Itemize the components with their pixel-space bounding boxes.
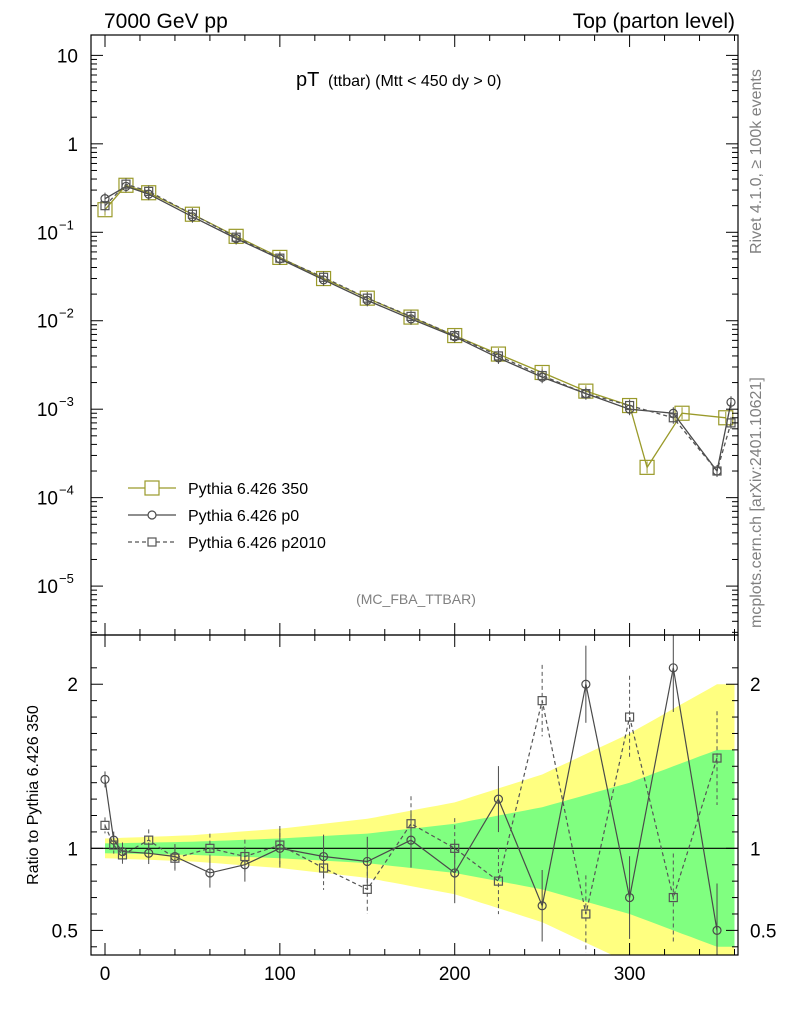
data-point	[712, 466, 722, 476]
ratio-point	[318, 863, 329, 873]
legend-marker	[147, 510, 157, 520]
data-point	[581, 389, 591, 399]
data-point	[726, 397, 736, 407]
y-tick-label: 10	[37, 577, 58, 598]
ratio-y-tick-label-right: 1	[750, 839, 761, 860]
legend-label: Pythia 6.426 350	[188, 481, 308, 498]
data-point	[362, 293, 372, 303]
ratio-point	[450, 843, 460, 853]
legend-item-2: Pythia 6.426 p2010	[128, 535, 326, 552]
y-tick-label: 10	[37, 312, 58, 333]
data-point	[668, 413, 678, 423]
legend-item-1: Pythia 6.426 p0	[128, 508, 299, 525]
data-point	[144, 186, 154, 196]
ratio-y-tick-label: 1	[67, 839, 78, 860]
data-point	[406, 311, 416, 321]
data-point	[537, 370, 547, 381]
main-series-group	[97, 177, 736, 478]
x-tick-label: 100	[264, 964, 296, 985]
legend: Pythia 6.426 350 Pythia 6.426 p0 Pythia 6.…	[128, 480, 326, 552]
ratio-point	[712, 925, 722, 935]
ratio-point	[624, 712, 635, 722]
series-2	[100, 178, 736, 478]
x-tick-label: 0	[100, 964, 111, 985]
ratio-point	[100, 774, 110, 785]
ratio-series-1	[100, 664, 722, 953]
ratio-point	[109, 840, 119, 850]
y-tick-exponent: −5	[59, 571, 74, 586]
ratio-point	[537, 901, 547, 911]
data-point	[624, 400, 635, 411]
plot-title-main: pT	[296, 69, 319, 91]
ratio-point	[100, 820, 110, 830]
ratio-point	[712, 753, 722, 763]
data-point	[231, 232, 241, 242]
ratio-point	[205, 843, 215, 853]
series-0	[97, 177, 734, 475]
series-line	[104, 185, 732, 473]
ratio-point	[581, 909, 591, 919]
series-1	[100, 180, 736, 478]
y-tick-label: 1	[67, 135, 78, 156]
ratio-point	[493, 794, 504, 804]
ratio-point	[668, 663, 678, 673]
ratio-y-tick-label-right: 2	[750, 675, 761, 696]
data-point	[450, 330, 460, 341]
data-point	[275, 253, 285, 263]
legend-marker	[147, 537, 157, 547]
ratio-plot-frame	[90, 634, 739, 956]
x-tick-label: 200	[439, 964, 471, 985]
y-tick-label: 10	[57, 46, 78, 67]
header-left: 7000 GeV pp	[104, 10, 228, 33]
legend-label: Pythia 6.426 p0	[188, 508, 299, 525]
mcplots-label: mcplots.cern.ch [arXiv:2401.10621]	[748, 377, 765, 628]
plot-title-rest: (ttbar) (Mtt < 450 dy > 0)	[328, 73, 501, 90]
ratio-y-tick-label: 0.5	[52, 921, 78, 942]
ratio-uncertainty-bands	[91, 684, 738, 955]
legend-item-0: Pythia 6.426 350	[128, 480, 308, 498]
data-point	[121, 179, 131, 189]
y-tick-label: 10	[37, 400, 58, 421]
ratio-ylabel: Ratio to Pythia 6.426 350	[25, 705, 42, 885]
data-point	[639, 459, 655, 475]
ratio-point	[668, 892, 678, 903]
ratio-point	[624, 892, 635, 903]
ratio-point	[240, 851, 250, 862]
y-tick-label: 10	[37, 489, 58, 510]
header-right: Top (parton level)	[573, 10, 735, 33]
ratio-point	[117, 850, 128, 860]
analysis-label: (MC_FBA_TTBAR)	[356, 591, 476, 607]
series-line	[104, 183, 732, 473]
ratio-point	[362, 884, 372, 894]
x-tick-label: 300	[614, 964, 646, 985]
ratio-y-tick-label-right: 0.5	[750, 921, 776, 942]
ratio-point	[406, 819, 416, 829]
ratio-series-group	[100, 635, 722, 955]
data-point	[187, 209, 198, 219]
ratio-point	[170, 853, 180, 863]
series-line	[104, 184, 726, 469]
y-tick-exponent: −3	[59, 394, 74, 409]
ratio-point	[205, 868, 215, 878]
rivet-label: Rivet 4.1.0, ≥ 100k events	[748, 69, 765, 254]
ratio-y-tick-label: 2	[67, 675, 78, 696]
y-tick-exponent: −1	[59, 217, 74, 232]
ratio-point	[406, 835, 416, 845]
y-tick-exponent: −4	[59, 483, 74, 498]
legend-marker	[144, 480, 160, 496]
ratio-point	[144, 835, 154, 845]
ratio-point	[144, 848, 154, 858]
data-point	[493, 351, 504, 361]
data-point	[318, 272, 329, 282]
y-tick-exponent: −2	[59, 306, 74, 321]
ratio-point	[581, 679, 591, 689]
ratio-point	[537, 696, 547, 706]
y-tick-label: 10	[37, 223, 58, 244]
ratio-point	[493, 876, 504, 886]
data-point	[100, 201, 110, 211]
legend-label: Pythia 6.426 p2010	[188, 535, 326, 552]
ratio-point	[275, 840, 285, 850]
